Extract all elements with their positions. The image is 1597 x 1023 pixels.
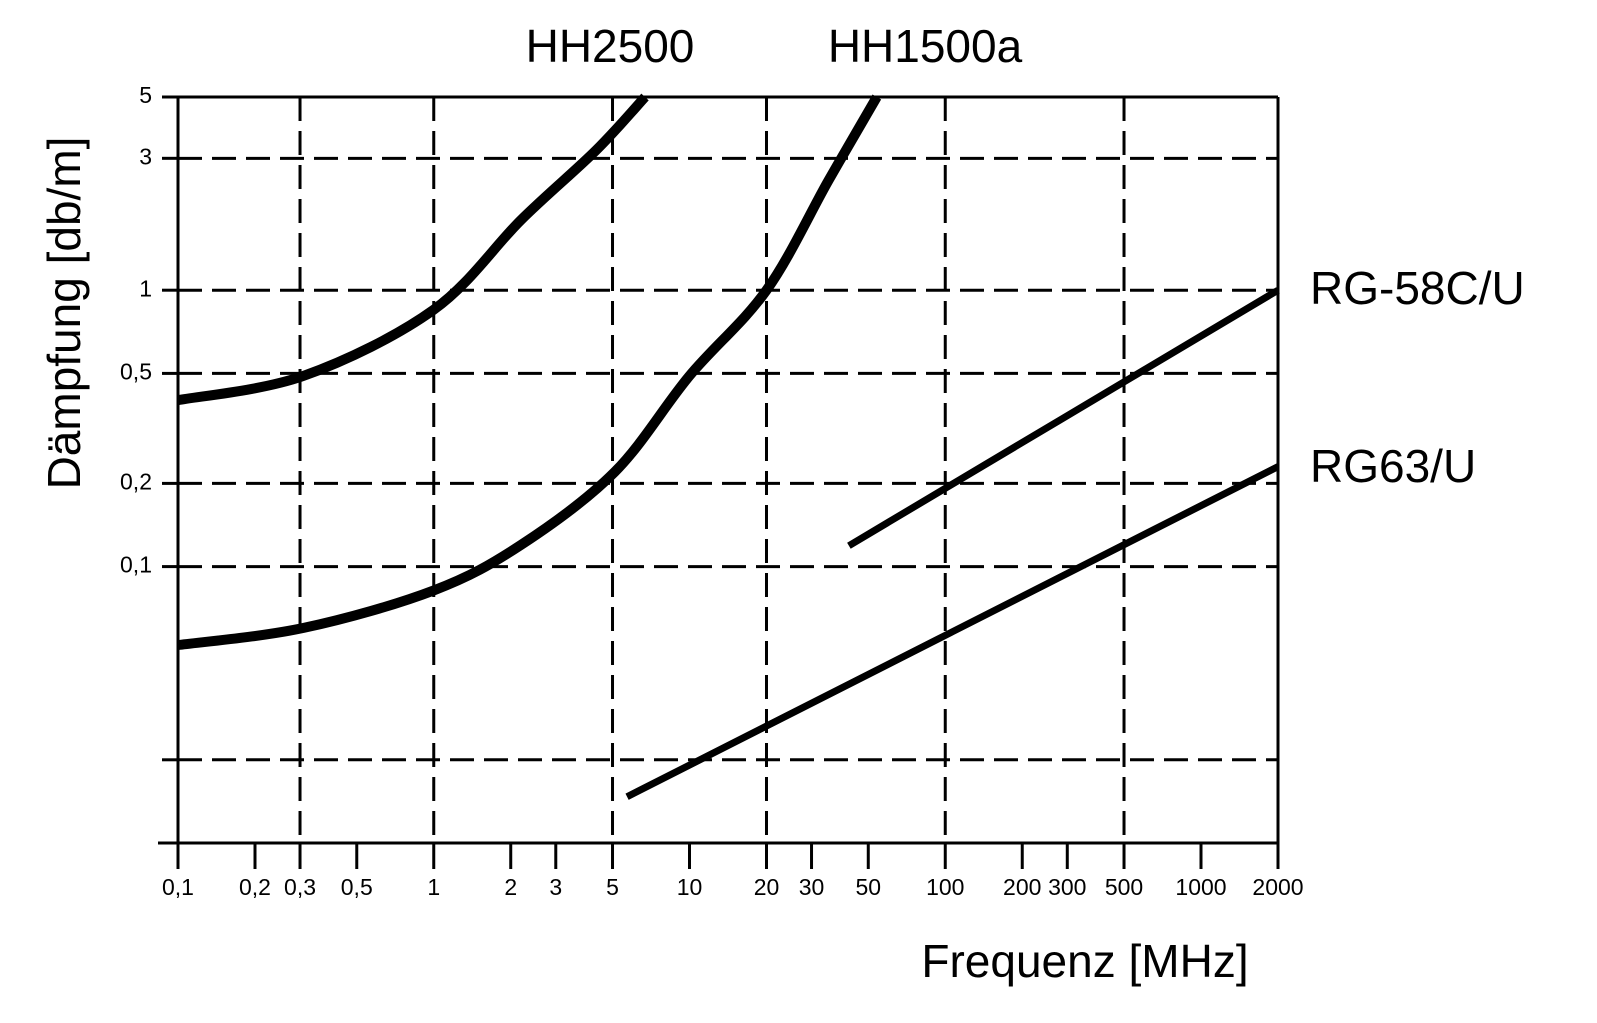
- series-label: HH2500: [526, 20, 695, 72]
- x-tick-label: 0,3: [284, 874, 316, 900]
- x-tick-label: 30: [799, 874, 825, 900]
- x-tick-label: 100: [926, 874, 964, 900]
- series-label: RG63/U: [1310, 440, 1476, 492]
- series-line: [625, 463, 1280, 800]
- y-tick-label: 5: [139, 82, 152, 108]
- x-tick-label: 50: [855, 874, 881, 900]
- x-tick-label: 2: [504, 874, 517, 900]
- series-label: HH1500a: [828, 20, 1023, 72]
- x-axis-title: Frequenz [MHz]: [921, 935, 1248, 987]
- y-tick-label: 3: [139, 143, 152, 169]
- x-tick-label: 200: [1003, 874, 1041, 900]
- y-tick-label: 0,5: [120, 358, 152, 384]
- x-tick-label: 20: [754, 874, 780, 900]
- x-tick-label: 3: [549, 874, 562, 900]
- series-label: RG-58C/U: [1310, 262, 1525, 314]
- x-tick-label: 2000: [1252, 874, 1303, 900]
- x-tick-label: 0,2: [239, 874, 271, 900]
- series-line: [177, 93, 649, 406]
- y-tick-label: 1: [139, 275, 152, 301]
- y-tick-label: 0,1: [120, 552, 152, 578]
- series-line: [177, 94, 882, 651]
- x-tick-label: 0,1: [162, 874, 194, 900]
- x-tick-label: 10: [677, 874, 703, 900]
- x-tick-label: 5: [606, 874, 619, 900]
- series-line: [847, 287, 1280, 549]
- x-tick-label: 500: [1105, 874, 1143, 900]
- x-tick-label: 1: [427, 874, 440, 900]
- x-tick-label: 300: [1048, 874, 1086, 900]
- y-axis-title: Dämpfung [db/m]: [38, 137, 90, 490]
- x-tick-label: 0,5: [341, 874, 373, 900]
- x-tick-label: 1000: [1175, 874, 1226, 900]
- y-tick-label: 0,2: [120, 468, 152, 494]
